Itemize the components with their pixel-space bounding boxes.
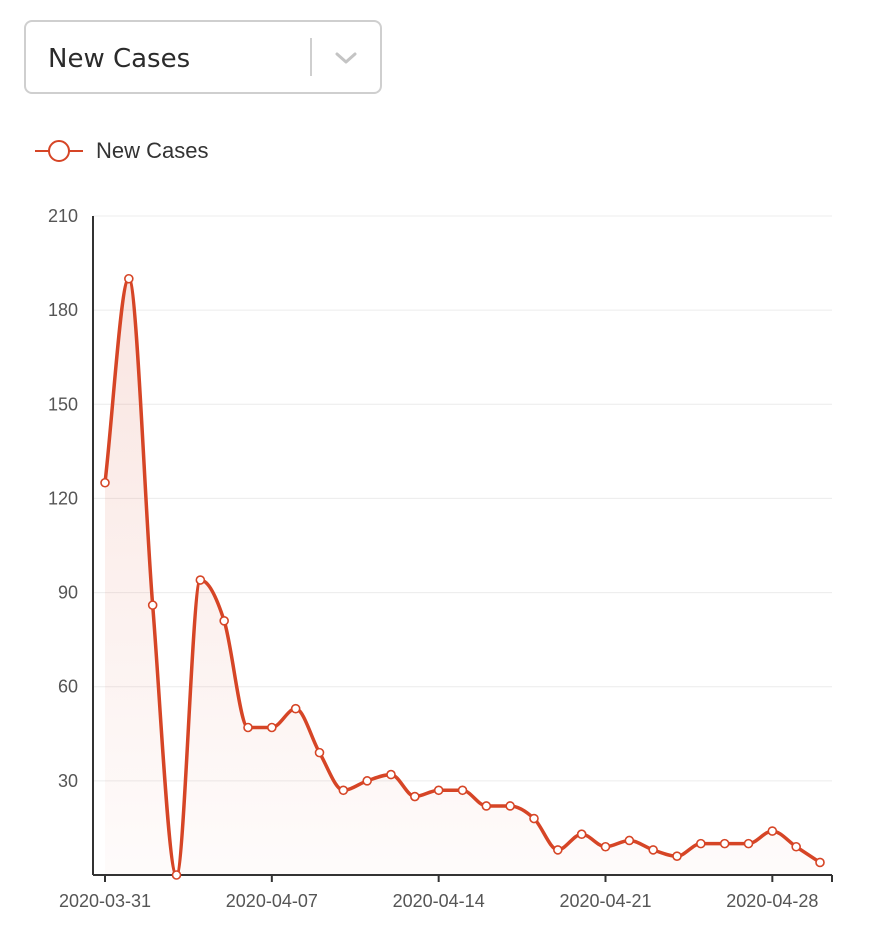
- data-point[interactable]: [100, 477, 110, 488]
- data-point[interactable]: [696, 838, 706, 849]
- data-point[interactable]: [815, 857, 825, 868]
- y-tick-label: 150: [48, 394, 78, 414]
- data-point[interactable]: [648, 845, 658, 855]
- data-point[interactable]: [576, 829, 587, 840]
- data-point[interactable]: [124, 273, 134, 284]
- x-tick-label: 2020-03-31: [59, 891, 151, 911]
- x-tick-label: 2020-04-28: [726, 891, 818, 911]
- data-point[interactable]: [529, 813, 539, 824]
- y-tick-label: 180: [48, 300, 78, 320]
- data-point[interactable]: [624, 835, 635, 846]
- x-tick-label: 2020-04-07: [226, 891, 318, 911]
- data-point[interactable]: [410, 791, 420, 802]
- data-markers: [100, 273, 825, 880]
- data-point[interactable]: [719, 838, 730, 849]
- series-area: [105, 278, 820, 875]
- data-point[interactable]: [171, 870, 182, 880]
- x-tick-label: 2020-04-14: [393, 891, 485, 911]
- data-point[interactable]: [290, 703, 301, 714]
- data-point[interactable]: [791, 841, 801, 852]
- y-tick-label: 210: [48, 206, 78, 226]
- data-point[interactable]: [314, 747, 325, 758]
- data-point[interactable]: [481, 801, 492, 811]
- data-point[interactable]: [433, 785, 444, 796]
- data-point[interactable]: [767, 826, 778, 836]
- chevron-down-icon[interactable]: [332, 44, 360, 72]
- tick-labels: 30 60 90 120 150 180 210 2020-03-31 2020-04-07 20…: [48, 206, 818, 911]
- data-point[interactable]: [743, 838, 754, 849]
- data-point[interactable]: [553, 845, 563, 855]
- data-point[interactable]: [672, 851, 682, 861]
- data-point[interactable]: [267, 722, 277, 733]
- y-tick-label: 60: [58, 677, 78, 697]
- grid-lines: [93, 215, 832, 782]
- data-point[interactable]: [600, 841, 611, 852]
- data-point[interactable]: [195, 575, 206, 585]
- area-fill: [105, 278, 820, 875]
- data-point[interactable]: [386, 769, 396, 780]
- data-point[interactable]: [505, 801, 515, 811]
- select-divider: [310, 38, 312, 76]
- data-point[interactable]: [147, 600, 158, 610]
- chart-legend-item[interactable]: New Cases: [34, 134, 208, 168]
- data-point[interactable]: [243, 722, 253, 733]
- data-point[interactable]: [219, 616, 229, 626]
- data-point[interactable]: [362, 776, 372, 786]
- y-tick-label: 120: [48, 488, 78, 508]
- y-tick-label: 90: [58, 583, 78, 603]
- series-select-value: New Cases: [48, 44, 191, 74]
- data-point[interactable]: [338, 785, 349, 796]
- x-tick-label: 2020-04-21: [559, 891, 651, 911]
- series-select-dropdown[interactable]: New Cases: [24, 20, 382, 94]
- axes: [92, 216, 833, 882]
- y-tick-label: 30: [58, 771, 78, 791]
- line-circle-marker-icon: [35, 140, 83, 162]
- legend-label: New Cases: [96, 138, 209, 163]
- data-point[interactable]: [457, 785, 468, 796]
